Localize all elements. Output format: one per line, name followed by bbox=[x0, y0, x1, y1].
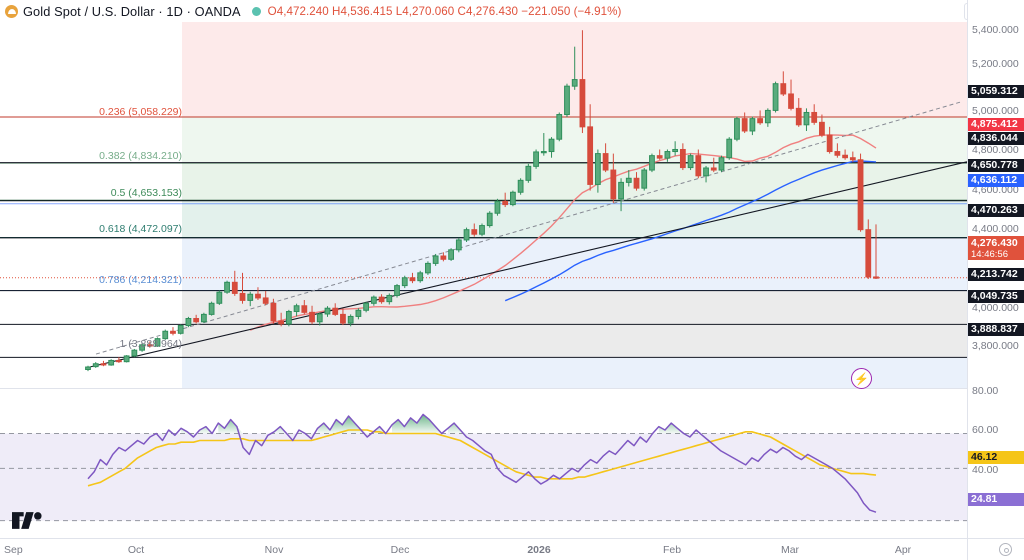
price-badge[interactable]: 4,650.778 bbox=[968, 159, 1024, 172]
time-tick: 2026 bbox=[527, 544, 551, 556]
fib-level-label[interactable]: 1 (3,888.964) bbox=[119, 338, 182, 350]
time-tick: Sep bbox=[4, 544, 23, 556]
price-badge[interactable]: 46.12 bbox=[968, 451, 1024, 464]
price-tick: 3,800.000 bbox=[972, 340, 1019, 352]
time-scale-divider bbox=[967, 539, 968, 560]
fib-level-label[interactable]: 0.618 (4,472.097) bbox=[99, 223, 182, 235]
symbol-title[interactable]: Gold Spot / U.S. Dollar · 1D · OANDA bbox=[23, 3, 241, 19]
lightning-bolt-icon[interactable]: ⚡ bbox=[851, 368, 872, 389]
fib-level-label[interactable]: 0.5 (4,653.153) bbox=[110, 187, 182, 199]
price-tick: 60.00 bbox=[972, 424, 999, 436]
current-price: 4,276.430 bbox=[971, 237, 1018, 249]
ohlc-values: O4,472.240 H4,536.415 L4,270.060 C4,276.… bbox=[267, 4, 622, 18]
rsi-indicator-pane[interactable] bbox=[0, 390, 967, 538]
price-badge[interactable]: 4,213.742 bbox=[968, 268, 1024, 281]
price-badge[interactable]: 5,059.312 bbox=[968, 85, 1024, 98]
fib-level-label[interactable]: 0.786 (4,214.321) bbox=[99, 274, 182, 286]
time-tick: Dec bbox=[390, 544, 410, 556]
fib-level-label[interactable]: 0.382 (4,834.210) bbox=[99, 150, 182, 162]
market-open-dot bbox=[251, 6, 261, 16]
gear-icon[interactable] bbox=[999, 543, 1012, 556]
bar-countdown: 14:46:56 bbox=[971, 249, 1008, 260]
time-tick: Feb bbox=[662, 544, 682, 556]
time-tick: Oct bbox=[127, 544, 145, 556]
price-chart-svg bbox=[0, 22, 967, 388]
price-tick: 5,200.000 bbox=[972, 58, 1019, 70]
price-badge[interactable]: 4,470.263 bbox=[968, 204, 1024, 217]
price-tick: 80.00 bbox=[972, 385, 999, 397]
price-badge[interactable]: 4,049.735 bbox=[968, 290, 1024, 303]
price-chart-pane[interactable] bbox=[0, 22, 967, 388]
price-badge[interactable]: 3,888.837 bbox=[968, 323, 1024, 336]
price-badge[interactable]: 4,836.044 bbox=[968, 132, 1024, 145]
time-scale[interactable]: Sep Oct Nov Dec 2026 Feb Mar Apr bbox=[0, 538, 1024, 560]
price-tick: 4,400.000 bbox=[972, 223, 1019, 235]
price-badge[interactable]: 4,875.412 bbox=[968, 118, 1024, 131]
price-badge[interactable]: 4,636.112 bbox=[968, 174, 1024, 187]
rsi-chart-svg bbox=[0, 413, 967, 522]
tradingview-logo bbox=[12, 512, 42, 529]
time-tick: Nov bbox=[264, 544, 284, 556]
time-tick: Mar bbox=[780, 544, 800, 556]
price-badge[interactable]: 4,276.430 14:46:56 bbox=[968, 236, 1024, 260]
pane-divider[interactable] bbox=[0, 388, 967, 389]
fib-level-label[interactable]: 0.236 (5,058.229) bbox=[99, 106, 182, 118]
chart-header: Gold Spot / U.S. Dollar · 1D · OANDA O4,… bbox=[0, 0, 1024, 22]
price-tick: 4,000.000 bbox=[972, 302, 1019, 314]
time-tick: Apr bbox=[894, 544, 912, 556]
price-tick: 4,600.000 bbox=[972, 184, 1019, 196]
price-tick: 5,400.000 bbox=[972, 24, 1019, 36]
price-badge[interactable]: 24.81 bbox=[968, 493, 1024, 506]
price-tick: 4,800.000 bbox=[972, 144, 1019, 156]
gold-coin-icon bbox=[5, 4, 18, 18]
price-tick: 5,000.000 bbox=[972, 105, 1019, 117]
price-scale[interactable]: 5,400.000 5,200.000 5,000.000 4,800.000 4,60… bbox=[967, 0, 1024, 538]
price-tick: 40.00 bbox=[972, 464, 999, 476]
